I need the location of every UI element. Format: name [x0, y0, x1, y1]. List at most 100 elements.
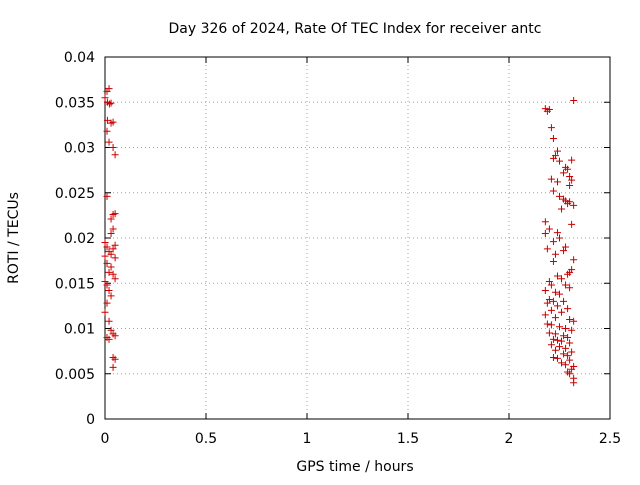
data-point	[562, 281, 570, 289]
data-point	[107, 292, 115, 300]
x-tick-label: 1.5	[397, 431, 419, 447]
y-tick-label: 0.03	[64, 141, 95, 157]
data-point	[107, 250, 115, 258]
data-point	[549, 353, 557, 361]
data-point	[560, 297, 568, 305]
x-axis-label: GPS time / hours	[296, 459, 413, 475]
data-point	[558, 205, 566, 213]
data-point	[568, 348, 576, 356]
data-point	[107, 326, 115, 334]
x-tick-label: 2	[505, 431, 514, 447]
data-point	[549, 154, 557, 162]
data-point	[111, 332, 119, 340]
y-tick-label: 0.02	[64, 231, 95, 247]
data-point	[111, 254, 119, 262]
data-point	[558, 359, 566, 367]
data-point	[562, 361, 570, 369]
data-point	[543, 245, 551, 253]
y-tick-label: 0.035	[55, 95, 95, 111]
data-point	[101, 277, 109, 285]
x-tick-label: 1	[303, 431, 312, 447]
axis-ticks: 0 0.005 0.01 0.015 0.02 0.025 0.03 0.035 0.04 0 0.…	[55, 50, 621, 447]
data-point	[543, 107, 551, 115]
data-point	[541, 286, 549, 294]
data-point	[111, 241, 119, 249]
data-point	[560, 247, 568, 255]
data-point	[103, 281, 111, 289]
data-point	[553, 272, 561, 280]
data-point	[566, 172, 574, 180]
data-point	[566, 284, 574, 292]
data-point	[564, 305, 572, 313]
data-point	[105, 138, 113, 146]
y-tick-label: 0.04	[64, 50, 95, 66]
data-point	[562, 325, 570, 332]
data-point	[103, 299, 111, 307]
data-point	[566, 315, 574, 323]
data-point	[570, 317, 578, 325]
data-point	[551, 288, 559, 296]
data-point	[562, 344, 570, 352]
data-point	[105, 335, 113, 343]
data-point	[111, 151, 119, 159]
data-point	[558, 337, 566, 345]
data-point	[547, 175, 555, 183]
data-point	[105, 317, 113, 325]
data-point	[105, 100, 113, 108]
data-point	[551, 346, 559, 354]
data-point	[101, 308, 109, 316]
data-point	[101, 239, 109, 247]
data-point	[103, 127, 111, 135]
data-point	[111, 210, 119, 218]
data-point	[564, 165, 572, 173]
data-point	[545, 225, 553, 233]
data-point	[566, 356, 574, 364]
data-point	[107, 99, 115, 107]
data-point	[541, 218, 549, 226]
data-point	[553, 178, 561, 186]
data-point	[549, 187, 557, 195]
data-point	[553, 336, 561, 344]
data-point	[109, 144, 117, 151]
data-point	[560, 332, 568, 340]
data-point	[568, 220, 576, 228]
data-point	[553, 229, 561, 237]
data-point	[101, 252, 109, 260]
data-point	[547, 306, 555, 314]
grid-lines	[105, 57, 610, 419]
y-tick-label: 0	[86, 412, 95, 428]
data-point	[101, 94, 109, 102]
data-point	[543, 299, 551, 307]
data-point	[107, 263, 115, 271]
data-point	[562, 243, 570, 251]
data-point	[103, 243, 111, 251]
y-axis-label: ROTI / TECUs	[6, 192, 22, 284]
data-point	[564, 270, 572, 278]
data-point	[111, 275, 119, 283]
data-point	[549, 238, 557, 246]
data-point	[564, 352, 572, 360]
data-point	[568, 326, 576, 334]
data-point	[568, 176, 576, 184]
data-point	[105, 268, 113, 276]
data-point	[570, 201, 578, 209]
data-point	[556, 157, 563, 165]
data-point	[558, 308, 566, 316]
data-point	[109, 270, 117, 278]
data-point	[564, 334, 572, 342]
data-point	[545, 277, 553, 285]
data-point	[556, 234, 563, 242]
data-point	[556, 290, 563, 298]
data-point	[549, 335, 557, 343]
data-point	[103, 259, 111, 267]
data-point	[105, 85, 113, 93]
data-point	[570, 96, 578, 104]
data-point	[560, 350, 568, 358]
data-point	[549, 297, 557, 305]
x-tick-label: 0.5	[195, 431, 217, 447]
y-tick-label: 0.015	[55, 276, 95, 292]
data-point	[566, 370, 574, 378]
data-point	[560, 169, 568, 177]
data-point	[547, 321, 555, 329]
